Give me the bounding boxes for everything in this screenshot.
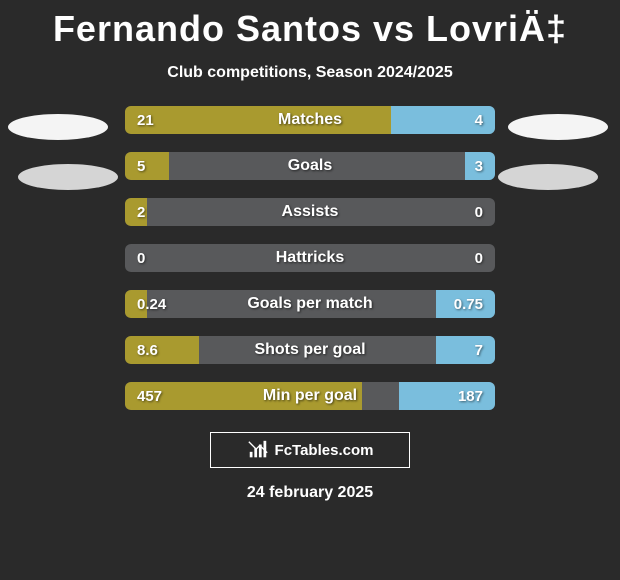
bar-row: 0 0Hattricks (125, 244, 495, 272)
bar-seg-left (125, 382, 362, 410)
bars-container: 214Matches53Goals20Assists00Hattricks0.2… (125, 106, 495, 410)
bar-seg-right (391, 106, 495, 134)
bar-row: 8.67Shots per goal (125, 336, 495, 364)
bar-row: 457187Min per goal (125, 382, 495, 410)
bar-seg-right (465, 152, 495, 180)
bar-val-left: 0 (137, 250, 145, 267)
bar-val-right: 0 (475, 204, 483, 221)
decor-oval (508, 114, 608, 140)
bar-seg-right (436, 336, 495, 364)
bar-seg-left (125, 106, 391, 134)
logo-box: FcTables.com (210, 432, 410, 468)
bar-label: Hattricks (125, 249, 495, 267)
bar-row: 0.240.75Goals per match (125, 290, 495, 318)
barchart-icon (247, 439, 269, 461)
bar-seg-left (125, 336, 199, 364)
bar-seg-left (125, 290, 147, 318)
date-label: 24 february 2025 (247, 484, 373, 502)
bar-row: 20Assists (125, 198, 495, 226)
bar-seg-left (125, 198, 147, 226)
decor-oval (8, 114, 108, 140)
bar-seg-right (436, 290, 495, 318)
subtitle: Club competitions, Season 2024/2025 (167, 64, 452, 82)
bar-seg-left (125, 152, 169, 180)
decor-oval (18, 164, 118, 190)
bar-row: 53Goals (125, 152, 495, 180)
page-title: Fernando Santos vs LovriÄ‡ (53, 8, 567, 50)
decor-oval (498, 164, 598, 190)
logo-text: FcTables.com (275, 442, 374, 459)
bar-val-right: 0 (475, 250, 483, 267)
bar-label: Goals (125, 157, 495, 175)
comparison-card: Fernando Santos vs LovriÄ‡ Club competit… (0, 0, 620, 580)
bar-seg-right (399, 382, 495, 410)
bar-row: 214Matches (125, 106, 495, 134)
chart-area: 214Matches53Goals20Assists00Hattricks0.2… (0, 106, 620, 410)
bar-label: Assists (125, 203, 495, 221)
